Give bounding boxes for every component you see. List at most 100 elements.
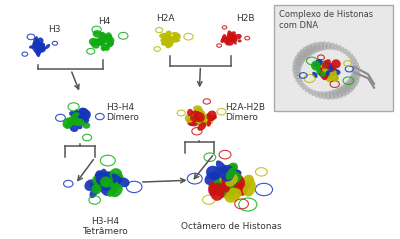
- Ellipse shape: [226, 175, 237, 186]
- Ellipse shape: [112, 174, 122, 183]
- Ellipse shape: [101, 43, 107, 50]
- Ellipse shape: [325, 91, 331, 100]
- Ellipse shape: [226, 171, 235, 189]
- Ellipse shape: [159, 33, 167, 38]
- Ellipse shape: [91, 40, 100, 49]
- Ellipse shape: [102, 181, 111, 191]
- Ellipse shape: [102, 174, 112, 188]
- Ellipse shape: [230, 34, 236, 40]
- Ellipse shape: [92, 180, 105, 191]
- Ellipse shape: [331, 70, 337, 78]
- Ellipse shape: [196, 110, 206, 119]
- Ellipse shape: [212, 183, 224, 190]
- Ellipse shape: [323, 67, 332, 75]
- Ellipse shape: [328, 65, 336, 73]
- Ellipse shape: [231, 178, 243, 191]
- Ellipse shape: [296, 77, 302, 82]
- Ellipse shape: [322, 91, 327, 99]
- Ellipse shape: [94, 172, 105, 181]
- Ellipse shape: [213, 167, 222, 175]
- Ellipse shape: [187, 118, 195, 126]
- Ellipse shape: [220, 173, 229, 183]
- Ellipse shape: [82, 122, 90, 129]
- Ellipse shape: [347, 78, 358, 87]
- Ellipse shape: [294, 74, 301, 79]
- Ellipse shape: [172, 33, 178, 39]
- Ellipse shape: [93, 39, 102, 45]
- Ellipse shape: [35, 43, 42, 49]
- Bar: [274, 5, 393, 110]
- Ellipse shape: [176, 34, 181, 40]
- Ellipse shape: [297, 52, 308, 60]
- Ellipse shape: [232, 175, 242, 187]
- Ellipse shape: [352, 65, 360, 70]
- Ellipse shape: [237, 186, 247, 196]
- Ellipse shape: [68, 116, 74, 125]
- Ellipse shape: [74, 119, 83, 126]
- Ellipse shape: [45, 44, 50, 49]
- Ellipse shape: [322, 68, 331, 74]
- Ellipse shape: [99, 179, 109, 189]
- Ellipse shape: [322, 64, 328, 71]
- Ellipse shape: [36, 43, 43, 48]
- Ellipse shape: [311, 90, 316, 96]
- Ellipse shape: [162, 39, 168, 43]
- Ellipse shape: [38, 44, 45, 52]
- Ellipse shape: [100, 38, 106, 44]
- Ellipse shape: [32, 41, 40, 48]
- Ellipse shape: [320, 60, 329, 66]
- Ellipse shape: [323, 70, 328, 75]
- Ellipse shape: [217, 167, 230, 179]
- Ellipse shape: [34, 49, 37, 53]
- Ellipse shape: [345, 81, 356, 90]
- Ellipse shape: [89, 182, 100, 191]
- Ellipse shape: [219, 179, 236, 185]
- Ellipse shape: [292, 68, 301, 73]
- Ellipse shape: [78, 109, 86, 115]
- Ellipse shape: [160, 36, 168, 42]
- Ellipse shape: [320, 65, 331, 75]
- Ellipse shape: [209, 183, 223, 195]
- Text: H2A: H2A: [156, 14, 174, 23]
- Ellipse shape: [320, 71, 326, 77]
- Ellipse shape: [228, 36, 233, 41]
- Text: H3-H4
Dímero: H3-H4 Dímero: [106, 103, 139, 122]
- Ellipse shape: [215, 176, 233, 185]
- Ellipse shape: [104, 173, 113, 181]
- Ellipse shape: [224, 174, 235, 180]
- Ellipse shape: [207, 110, 216, 121]
- Ellipse shape: [106, 41, 114, 48]
- Ellipse shape: [78, 112, 86, 119]
- Ellipse shape: [194, 107, 203, 117]
- Ellipse shape: [348, 54, 353, 58]
- Ellipse shape: [317, 61, 328, 68]
- Ellipse shape: [226, 175, 237, 185]
- Ellipse shape: [98, 180, 107, 187]
- Ellipse shape: [232, 171, 241, 184]
- Ellipse shape: [224, 40, 230, 45]
- Ellipse shape: [174, 39, 180, 42]
- Ellipse shape: [337, 45, 342, 51]
- Ellipse shape: [103, 178, 115, 190]
- Ellipse shape: [192, 116, 201, 123]
- Ellipse shape: [333, 44, 338, 50]
- Ellipse shape: [220, 165, 234, 182]
- Ellipse shape: [107, 183, 118, 197]
- Ellipse shape: [292, 65, 302, 71]
- Ellipse shape: [241, 175, 254, 189]
- Ellipse shape: [352, 68, 361, 73]
- Text: Complexo de Histonas
com DNA: Complexo de Histonas com DNA: [279, 10, 373, 30]
- Ellipse shape: [228, 35, 234, 42]
- Ellipse shape: [220, 182, 234, 196]
- Ellipse shape: [104, 171, 117, 184]
- Ellipse shape: [106, 32, 112, 41]
- Ellipse shape: [77, 113, 85, 120]
- Ellipse shape: [110, 168, 122, 180]
- Ellipse shape: [350, 56, 356, 61]
- Ellipse shape: [226, 179, 235, 186]
- Ellipse shape: [71, 112, 80, 120]
- Ellipse shape: [323, 61, 329, 69]
- Ellipse shape: [98, 179, 110, 187]
- Ellipse shape: [35, 38, 40, 46]
- Ellipse shape: [100, 36, 106, 45]
